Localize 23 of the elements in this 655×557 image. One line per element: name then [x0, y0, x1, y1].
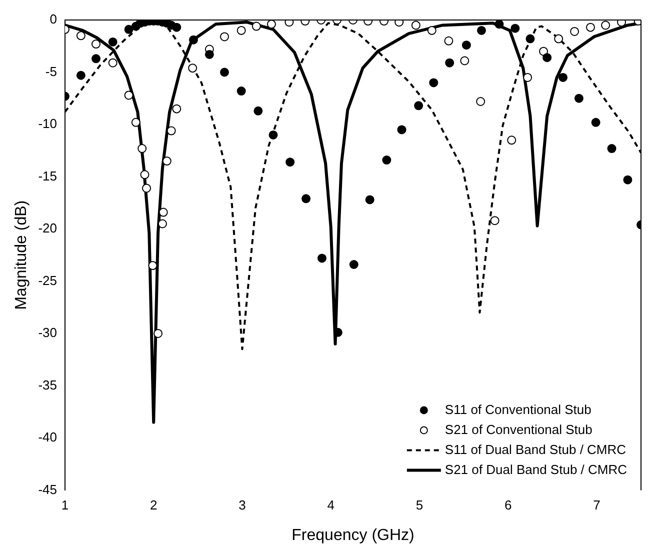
y-axis-title: Magnitude (dB) [13, 200, 30, 310]
legend-label: S21 of Conventional Stub [444, 422, 592, 437]
y-tick-label: -45 [38, 482, 57, 497]
x-tick-label: 3 [238, 498, 246, 513]
y-tick-label: -40 [38, 430, 57, 445]
legend-label: S21 of Dual Band Stub / CMRC [444, 462, 628, 477]
y-tick-label: -10 [38, 116, 57, 132]
y-tick-label: 0 [50, 12, 57, 27]
legend-label: S11 of Dual Band Stub / CMRC [444, 442, 626, 457]
y-tick-label: -5 [45, 64, 57, 79]
x-tick-label: 6 [504, 498, 512, 513]
x-tick-label: 5 [416, 498, 424, 513]
y-tick-label: -35 [38, 377, 57, 392]
y-tick-label: -15 [38, 168, 57, 184]
x-tick-label: 4 [327, 498, 334, 513]
y-tick-label: -25 [38, 272, 57, 288]
legend-label: S11 of Conventional Stub [444, 402, 592, 417]
x-tick-label: 2 [150, 498, 158, 513]
y-tick-label: -30 [38, 325, 57, 340]
x-tick-label: 1 [61, 498, 69, 513]
y-tick-label: -20 [38, 220, 57, 236]
x-axis-title: Frequency (GHz) [292, 526, 414, 544]
x-tick-label: 7 [593, 498, 600, 513]
